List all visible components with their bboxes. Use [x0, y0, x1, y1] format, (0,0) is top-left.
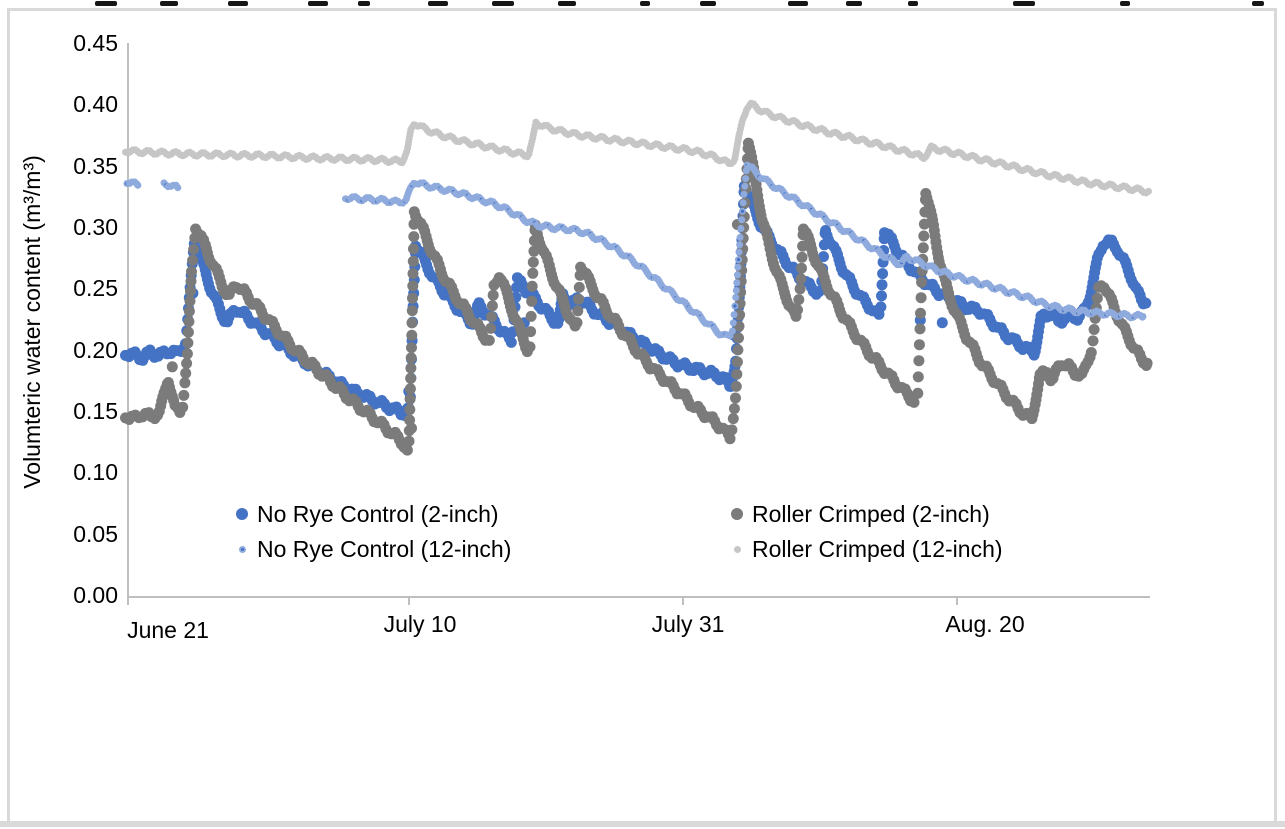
clipped-glyph-fragment	[428, 1, 448, 6]
clipped-glyph-fragment	[700, 1, 716, 6]
y-tick-0.25: 0.25	[73, 275, 118, 301]
y-tick-0.20: 0.20	[73, 337, 118, 363]
clipped-glyph-fragment	[558, 1, 576, 6]
legend-marker-no-rye-2in-icon	[236, 508, 248, 520]
legend-label-roller-2in: Roller Crimped (2-inch)	[752, 500, 990, 527]
clipped-glyph-fragment	[1013, 1, 1035, 6]
y-tick-0.40: 0.40	[73, 91, 118, 117]
y-tick-0.30: 0.30	[73, 214, 118, 240]
clipped-glyph-fragment	[95, 1, 117, 6]
y-tick-0.35: 0.35	[73, 153, 118, 179]
clipped-glyph-fragment	[1120, 1, 1130, 6]
clipped-glyph-fragment	[358, 1, 370, 6]
clipped-glyph-fragment	[640, 1, 650, 6]
y-tick-0.05: 0.05	[73, 521, 118, 547]
legend-label-no-rye-12in: No Rye Control (12-inch)	[257, 535, 512, 562]
clipped-glyph-fragment	[788, 1, 808, 6]
clipped-caption-fragments	[0, 0, 1285, 8]
legend-label-roller-12in: Roller Crimped (12-inch)	[752, 535, 1003, 562]
legend-marker-roller-12in-icon	[734, 545, 741, 553]
frame-bottom-edge	[0, 821, 1285, 827]
legend-entry-roller-12in: Roller Crimped (12-inch)	[731, 536, 1003, 562]
y-tick-0.00: 0.00	[73, 582, 118, 608]
x-tick-july-31: July 31	[651, 611, 725, 637]
legend-label-no-rye-2in: No Rye Control (2-inch)	[257, 500, 499, 527]
x-tick-july-10: July 10	[383, 611, 457, 637]
y-tick-0.10: 0.10	[73, 459, 118, 485]
clipped-glyph-fragment	[846, 1, 862, 6]
clipped-glyph-fragment	[492, 1, 514, 6]
clipped-glyph-fragment	[160, 1, 178, 6]
y-tick-0.45: 0.45	[73, 30, 118, 56]
clipped-glyph-fragment	[1252, 1, 1264, 6]
x-tick-aug-20: Aug. 20	[945, 611, 1025, 637]
y-axis-title: Volumteric water content (m³/m³)	[19, 155, 45, 489]
clipped-glyph-fragment	[228, 1, 248, 6]
legend-entry-no-rye-2in: No Rye Control (2-inch)	[236, 501, 499, 527]
legend-entry-no-rye-12in: No Rye Control (12-inch)	[236, 536, 511, 562]
legend-marker-no-rye-12in-icon	[239, 545, 246, 553]
legend-entry-roller-2in: Roller Crimped (2-inch)	[731, 501, 990, 527]
legend-marker-roller-2in-icon	[731, 508, 743, 520]
clipped-glyph-fragment	[908, 1, 918, 6]
y-tick-0.15: 0.15	[73, 398, 118, 424]
legend-marker-core-icon	[241, 547, 244, 551]
clipped-glyph-fragment	[308, 1, 328, 6]
x-tick-june-21: June 21	[127, 617, 209, 643]
